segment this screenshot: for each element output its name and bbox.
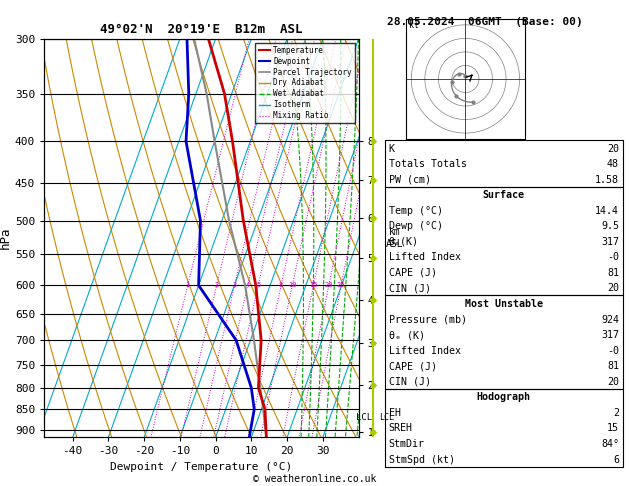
Text: 317: 317 [601,237,619,247]
Text: K: K [389,143,395,154]
Text: Pressure (mb): Pressure (mb) [389,314,467,325]
Text: 15: 15 [607,423,619,434]
Text: θₑ(K): θₑ(K) [389,237,419,247]
Text: PW (cm): PW (cm) [389,174,431,185]
Text: 81: 81 [607,268,619,278]
Text: 81: 81 [607,361,619,371]
Text: -0: -0 [607,346,619,356]
Text: 28.05.2024  06GMT  (Base: 00): 28.05.2024 06GMT (Base: 00) [387,17,582,27]
Text: 20: 20 [325,282,333,288]
Text: 20: 20 [607,377,619,387]
Text: 5: 5 [256,282,260,288]
Text: Totals Totals: Totals Totals [389,159,467,169]
Text: CIN (J): CIN (J) [389,377,431,387]
Text: EH: EH [389,408,401,418]
Text: Lifted Index: Lifted Index [389,252,460,262]
Text: 20: 20 [607,143,619,154]
Text: StmDir: StmDir [389,439,425,449]
Text: 6: 6 [613,454,619,465]
Title: 49°02'N  20°19'E  B12m  ASL: 49°02'N 20°19'E B12m ASL [100,23,303,36]
X-axis label: Dewpoint / Temperature (°C): Dewpoint / Temperature (°C) [110,462,292,472]
Text: 2: 2 [214,282,219,288]
Text: 15: 15 [309,282,318,288]
Text: Most Unstable: Most Unstable [465,299,543,309]
Text: 20: 20 [607,283,619,294]
Text: kt: kt [409,20,419,30]
Text: LCL: LCL [379,413,394,422]
Text: θₑ (K): θₑ (K) [389,330,425,340]
Text: 3: 3 [233,282,237,288]
Text: -0: -0 [607,252,619,262]
Text: 14.4: 14.4 [595,206,619,216]
Text: LCL: LCL [355,413,372,422]
Text: 4: 4 [245,282,250,288]
Legend: Temperature, Dewpoint, Parcel Trajectory, Dry Adiabat, Wet Adiabat, Isotherm, Mi: Temperature, Dewpoint, Parcel Trajectory… [255,43,355,123]
Text: 9.5: 9.5 [601,221,619,231]
Text: CIN (J): CIN (J) [389,283,431,294]
Text: © weatheronline.co.uk: © weatheronline.co.uk [253,473,376,484]
Text: 2: 2 [613,408,619,418]
Text: 48: 48 [607,159,619,169]
Text: CAPE (J): CAPE (J) [389,268,437,278]
Text: 8: 8 [279,282,283,288]
Text: 10: 10 [288,282,297,288]
Text: 317: 317 [601,330,619,340]
Text: 25: 25 [337,282,345,288]
Text: Surface: Surface [483,190,525,200]
Y-axis label: km
ASL: km ASL [386,227,403,249]
Text: 84°: 84° [601,439,619,449]
Text: Temp (°C): Temp (°C) [389,206,443,216]
Text: 924: 924 [601,314,619,325]
Text: 1: 1 [186,282,190,288]
Text: Lifted Index: Lifted Index [389,346,460,356]
Text: SREH: SREH [389,423,413,434]
Text: Dewp (°C): Dewp (°C) [389,221,443,231]
Text: CAPE (J): CAPE (J) [389,361,437,371]
Y-axis label: hPa: hPa [0,227,12,249]
Text: Hodograph: Hodograph [477,392,531,402]
Text: 1.58: 1.58 [595,174,619,185]
Text: StmSpd (kt): StmSpd (kt) [389,454,455,465]
